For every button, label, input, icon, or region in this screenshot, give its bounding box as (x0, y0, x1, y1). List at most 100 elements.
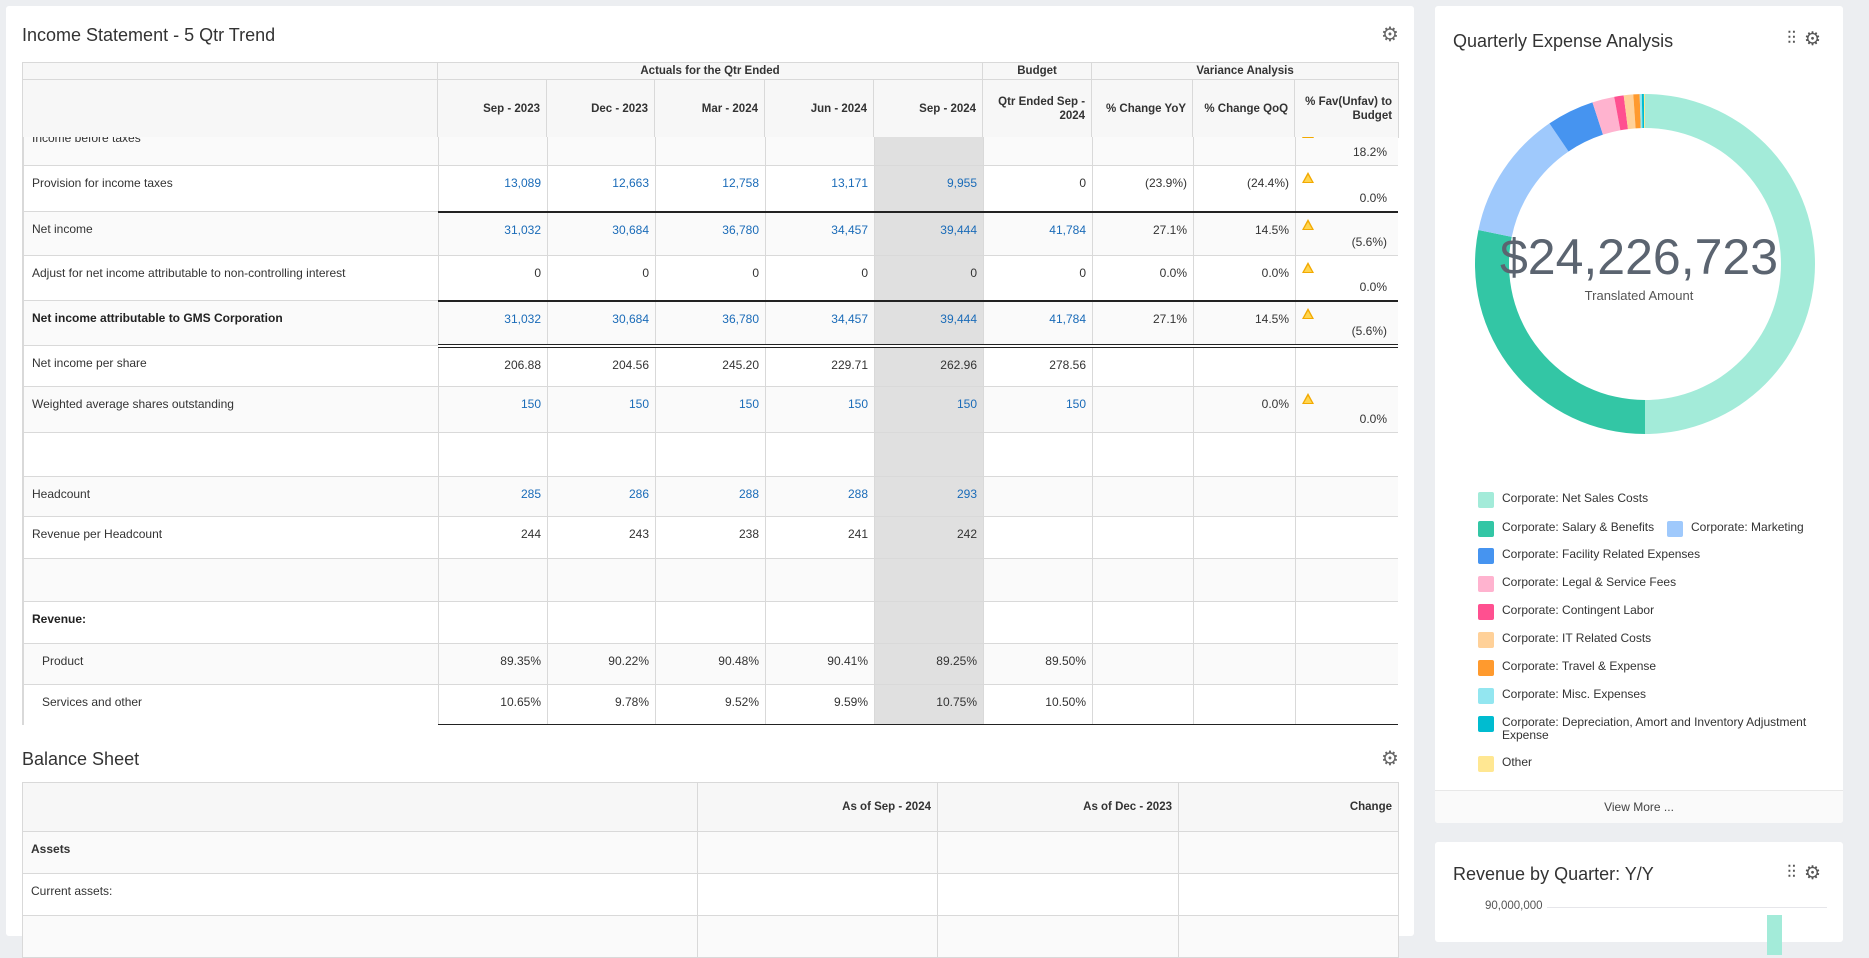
legend-item[interactable]: Corporate: Net Sales Costs (1478, 492, 1648, 508)
budget-value[interactable] (983, 137, 1093, 166)
cell-value[interactable]: 9,955 (874, 165, 984, 212)
income-statement-body[interactable]: Income before taxes 18.2% Provision for in… (22, 137, 1398, 725)
cell-value[interactable]: 293 (874, 476, 984, 517)
donut-slice[interactable] (1633, 94, 1641, 129)
column-header[interactable] (22, 782, 698, 832)
warning-icon[interactable] (1302, 172, 1314, 183)
cell-value[interactable]: 36,780 (655, 210, 766, 256)
cell-value (697, 873, 938, 916)
donut-slice[interactable] (1641, 94, 1645, 129)
donut-slice[interactable] (1643, 94, 1645, 129)
column-header[interactable]: % Change QoQ (1192, 79, 1296, 138)
sliders-icon[interactable]: ⫶⫶ (1787, 862, 1796, 882)
cell-value[interactable] (874, 137, 984, 166)
warning-icon[interactable] (1302, 137, 1314, 138)
cell-value: 206.88 (438, 343, 548, 387)
gear-icon[interactable]: ⚙ (1804, 29, 1822, 50)
legend-item[interactable]: Corporate: Salary & Benefits (1478, 521, 1654, 537)
cell-value[interactable]: 13,171 (765, 165, 875, 212)
yoy-change: (23.9%) (1092, 165, 1194, 212)
cell-value (874, 558, 984, 602)
column-header[interactable]: As of Dec - 2023 (937, 782, 1179, 832)
column-header[interactable]: Jun - 2024 (764, 79, 874, 138)
column-header[interactable]: Dec - 2023 (546, 79, 655, 138)
cell-value[interactable]: 150 (547, 386, 656, 433)
gear-icon[interactable]: ⚙ (1381, 24, 1399, 46)
legend-item[interactable]: Other (1478, 756, 1532, 772)
cell-value[interactable]: 150 (765, 386, 875, 433)
legend-label: Corporate: Depreciation, Amort and Inven… (1502, 715, 1807, 742)
legend-item[interactable]: Corporate: Depreciation, Amort and Inven… (1478, 716, 1808, 742)
warning-icon[interactable] (1302, 307, 1314, 319)
yoy-change (1092, 558, 1194, 602)
view-more-button[interactable]: View More ... (1435, 790, 1843, 823)
cell-value[interactable]: 285 (438, 476, 548, 517)
cell-value[interactable]: 36,780 (655, 299, 766, 346)
gear-icon[interactable]: ⚙ (1381, 748, 1399, 770)
cell-value[interactable]: 39,444 (874, 210, 984, 256)
donut-slice[interactable] (1475, 230, 1645, 434)
cell-value[interactable]: 13,089 (438, 165, 548, 212)
column-header[interactable]: Sep - 2024 (872, 79, 984, 138)
column-header[interactable]: Sep - 2023 (437, 79, 547, 138)
donut-slice[interactable] (1549, 102, 1603, 152)
cell-value[interactable]: 150 (874, 386, 984, 433)
donut-slice[interactable] (1639, 94, 1643, 129)
cell-value[interactable] (438, 137, 548, 166)
fav-to-budget: 18.2% (1295, 137, 1398, 166)
column-header[interactable] (22, 79, 438, 138)
cell-value[interactable]: 30,684 (547, 299, 656, 346)
legend-item[interactable]: Corporate: Facility Related Expenses (1478, 548, 1700, 564)
cell-value[interactable]: 30,684 (547, 210, 656, 256)
cell-value[interactable]: 288 (655, 476, 766, 517)
legend-item[interactable]: Corporate: Contingent Labor (1478, 604, 1654, 620)
budget-value[interactable]: 150 (983, 386, 1093, 433)
legend-item[interactable]: Corporate: Misc. Expenses (1478, 688, 1646, 704)
legend-item[interactable]: Corporate: Legal & Service Fees (1478, 576, 1676, 592)
donut-slice[interactable] (1645, 94, 1815, 434)
donut-slice[interactable] (1614, 95, 1628, 131)
donut-slice[interactable] (1478, 123, 1569, 237)
cell-value[interactable]: 150 (438, 386, 548, 433)
budget-value[interactable]: 41,784 (983, 299, 1093, 346)
warning-icon[interactable] (1302, 262, 1314, 273)
table-row: Assets (22, 831, 1399, 874)
yoy-change (1092, 343, 1194, 387)
row-label: Net income attributable to GMS Corporati… (23, 300, 439, 346)
donut-slice[interactable] (1623, 94, 1636, 130)
column-header[interactable]: Mar - 2024 (654, 79, 765, 138)
cell-value[interactable] (655, 137, 766, 166)
table-row: Income before taxes 18.2% (23, 137, 1398, 166)
legend-item[interactable]: Corporate: IT Related Costs (1478, 632, 1651, 648)
legend-item[interactable]: Corporate: Travel & Expense (1478, 660, 1656, 676)
legend-item[interactable]: Corporate: Marketing (1667, 521, 1804, 537)
donut-slice[interactable] (1592, 96, 1621, 135)
cell-value[interactable] (547, 137, 656, 166)
column-header[interactable]: % Fav(Unfav) to Budget (1294, 79, 1400, 138)
column-header[interactable]: % Change YoY (1091, 79, 1194, 138)
cell-value[interactable] (765, 137, 875, 166)
cell-value: 245.20 (655, 343, 766, 387)
column-header[interactable]: As of Sep - 2024 (697, 782, 938, 832)
cell-value[interactable]: 34,457 (765, 210, 875, 256)
budget-value[interactable]: 41,784 (983, 210, 1093, 256)
cell-value[interactable]: 286 (547, 476, 656, 517)
cell-value[interactable]: 150 (655, 386, 766, 433)
gear-icon[interactable]: ⚙ (1804, 863, 1822, 884)
column-header[interactable]: Qtr Ended Sep - 2024 (982, 79, 1093, 138)
warning-icon[interactable] (1302, 393, 1314, 404)
fav-value: 18.2% (1352, 145, 1387, 159)
budget-value[interactable] (983, 476, 1093, 517)
cell-value[interactable]: 31,032 (438, 299, 548, 346)
cell-value[interactable]: 288 (765, 476, 875, 517)
fav-value: (5.6%) (1351, 235, 1387, 249)
cell-value[interactable]: 39,444 (874, 299, 984, 346)
column-header[interactable]: Change (1178, 782, 1399, 832)
warning-icon[interactable] (1302, 218, 1314, 230)
cell-value[interactable]: 31,032 (438, 210, 548, 256)
fav-to-budget (1295, 601, 1398, 644)
sliders-icon[interactable]: ⫶⫶ (1787, 28, 1796, 48)
cell-value[interactable]: 12,758 (655, 165, 766, 212)
cell-value[interactable]: 12,663 (547, 165, 656, 212)
cell-value[interactable]: 34,457 (765, 299, 875, 346)
